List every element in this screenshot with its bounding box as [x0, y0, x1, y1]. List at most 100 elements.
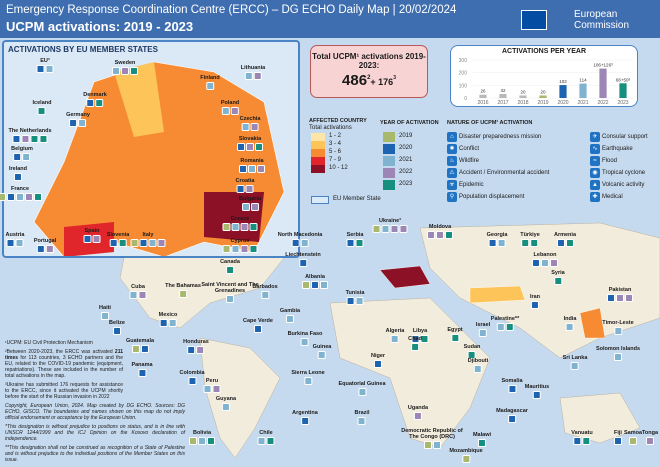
legend: AFFECTED COUNTRY Total activations 1 - 2 3 … [305, 118, 660, 218]
country-burkina-faso[interactable]: Burkina Faso [288, 331, 322, 346]
country-belgium[interactable]: Belgium [11, 146, 33, 161]
activation-icon-2020 [488, 239, 497, 247]
country-brazil[interactable]: Brazil [355, 410, 369, 425]
country-the-bahamas[interactable]: The Bahamas [165, 283, 201, 298]
country-israel[interactable]: Israel [476, 322, 490, 337]
country-egypt[interactable]: Egypt [447, 327, 463, 342]
country-djibouti[interactable]: Djibouti [468, 358, 488, 373]
activation-icon-2022 [390, 225, 399, 233]
activation-tiles [179, 377, 204, 385]
country-croatia[interactable]: Croatia [236, 178, 254, 193]
country-name: Sweden [114, 60, 136, 66]
country-germany[interactable]: Germany [66, 112, 90, 127]
country-cyprus[interactable]: Cyprus [222, 238, 258, 253]
country-albania[interactable]: Albania [302, 274, 328, 289]
country-malawi[interactable]: Malawi [473, 432, 491, 447]
country-mozambique[interactable]: Mozambique [449, 448, 483, 463]
country-palestine-[interactable]: Palestine** [491, 316, 519, 331]
country-poland[interactable]: Poland [221, 100, 239, 115]
country-iceland[interactable]: Iceland [33, 100, 51, 115]
country-t-rkiye[interactable]: Türkiye [520, 232, 540, 247]
activation-icon-2021 [613, 327, 622, 335]
country-north-macedonia[interactable]: North Macedonia [277, 232, 323, 247]
activation-tiles [257, 437, 275, 445]
country-georgia[interactable]: Georgia [487, 232, 507, 247]
country-tonga[interactable]: Tonga [642, 430, 658, 445]
country-somalia[interactable]: Somalia [501, 378, 523, 393]
country-finland[interactable]: Finland [200, 75, 220, 90]
country-niger[interactable]: Niger [371, 353, 385, 368]
activation-icon-2023 [30, 135, 39, 143]
country-fiji[interactable]: Fiji [614, 430, 622, 445]
country-austria[interactable]: Austria [6, 232, 24, 247]
country-denmark[interactable]: Denmark [83, 92, 107, 107]
country-chile[interactable]: Chile [257, 430, 275, 445]
country-mauritius[interactable]: Mauritius [525, 384, 549, 399]
country-italy[interactable]: Italy [130, 232, 166, 247]
country-romania[interactable]: Romania [239, 158, 265, 173]
country-cuba[interactable]: Cuba [129, 284, 147, 299]
country-libya[interactable]: Libya [411, 328, 429, 343]
country-ireland[interactable]: Ireland [9, 166, 27, 181]
country-canada[interactable]: Canada [220, 259, 240, 274]
activation-icon-2020 [239, 165, 247, 173]
country-serbia[interactable]: Serbia [346, 232, 364, 247]
country-slovenia[interactable]: Slovenia [107, 232, 129, 247]
country-moldova[interactable]: Moldova [427, 224, 453, 239]
country-argentina[interactable]: Argentina [292, 410, 318, 425]
country-algeria[interactable]: Algeria [386, 328, 404, 343]
country-timor-leste[interactable]: Timor-Leste [602, 320, 634, 335]
country-colombia[interactable]: Colombia [179, 370, 205, 385]
country-greece[interactable]: Greece [222, 216, 258, 231]
country-eu-[interactable]: EU³ [36, 58, 54, 73]
country-uganda[interactable]: Uganda [408, 405, 428, 420]
country-panama[interactable]: Panama [131, 362, 153, 377]
country-france[interactable]: France [0, 186, 42, 201]
country-bolivia[interactable]: Bolivia [189, 430, 215, 445]
country-haiti[interactable]: Haiti [99, 305, 111, 320]
country-cape-verde[interactable]: Cape Verde [243, 318, 273, 333]
country-pakistan[interactable]: Pakistan [607, 287, 633, 302]
country-name: Mozambique [449, 448, 483, 454]
country-iran[interactable]: Iran [530, 294, 540, 309]
country-spain[interactable]: Spain [83, 228, 101, 243]
country-ukraine-[interactable]: Ukraine³ [372, 218, 408, 233]
country-vanuatu[interactable]: Vanuatu [571, 430, 593, 445]
country-syria[interactable]: Syria [551, 270, 565, 285]
country-armenia[interactable]: Armenia [554, 232, 576, 247]
country-lithuania[interactable]: Lithuania [241, 65, 265, 80]
country-slovakia[interactable]: Slovakia [237, 136, 263, 151]
country-tunisia[interactable]: Tunisia [346, 290, 364, 305]
country-belize[interactable]: Belize [109, 320, 125, 335]
country-solomon-islands[interactable]: Solomon Islands [596, 346, 640, 361]
country-sudan[interactable]: Sudan [464, 344, 480, 359]
country-madagascar[interactable]: Madagascar [496, 408, 528, 423]
country-name: Romania [240, 158, 264, 164]
country-guyana[interactable]: Guyana [216, 396, 236, 411]
country-barbados[interactable]: Barbados [252, 284, 278, 299]
country-chad[interactable]: Chad [408, 336, 422, 351]
country-india[interactable]: India [564, 316, 576, 331]
country-sierra-leone[interactable]: Sierra Leone [291, 370, 325, 385]
country-name: North Macedonia [277, 232, 323, 238]
country-peru[interactable]: Peru [203, 378, 221, 393]
country-honduras[interactable]: Honduras [183, 339, 209, 354]
country-portugal[interactable]: Portugal [34, 238, 56, 253]
country-guinea[interactable]: Guinea [313, 344, 331, 359]
activation-icon-2023 [39, 135, 48, 143]
country-czechia[interactable]: Czechia [240, 116, 260, 131]
country-equatorial-guinea[interactable]: Equatorial Guinea [338, 381, 386, 396]
country-sri-lanka[interactable]: Sri Lanka [563, 355, 587, 370]
country-sweden[interactable]: Sweden [112, 60, 138, 75]
country-bulgaria[interactable]: Bulgaria [239, 196, 261, 211]
country-gambia[interactable]: Gambia [280, 308, 300, 323]
country-mexico[interactable]: Mexico [159, 312, 177, 327]
country-lebanon[interactable]: Lebanon [532, 252, 558, 267]
country-samoa[interactable]: Samoa [624, 430, 642, 445]
country-guatemala[interactable]: Guatemala [126, 338, 154, 353]
country-liechtenstein[interactable]: Liechtenstein [285, 252, 321, 267]
activation-tiles [9, 173, 27, 181]
country-democratic-republic-of-the-congo-drc-[interactable]: Democratic Republic of The Congo (DRC) [397, 428, 467, 449]
country-saint-vincent-and-the-grenadines[interactable]: Saint Vincent and The Grenadines [195, 282, 265, 303]
country-the-netherlands[interactable]: The Netherlands [8, 128, 52, 143]
